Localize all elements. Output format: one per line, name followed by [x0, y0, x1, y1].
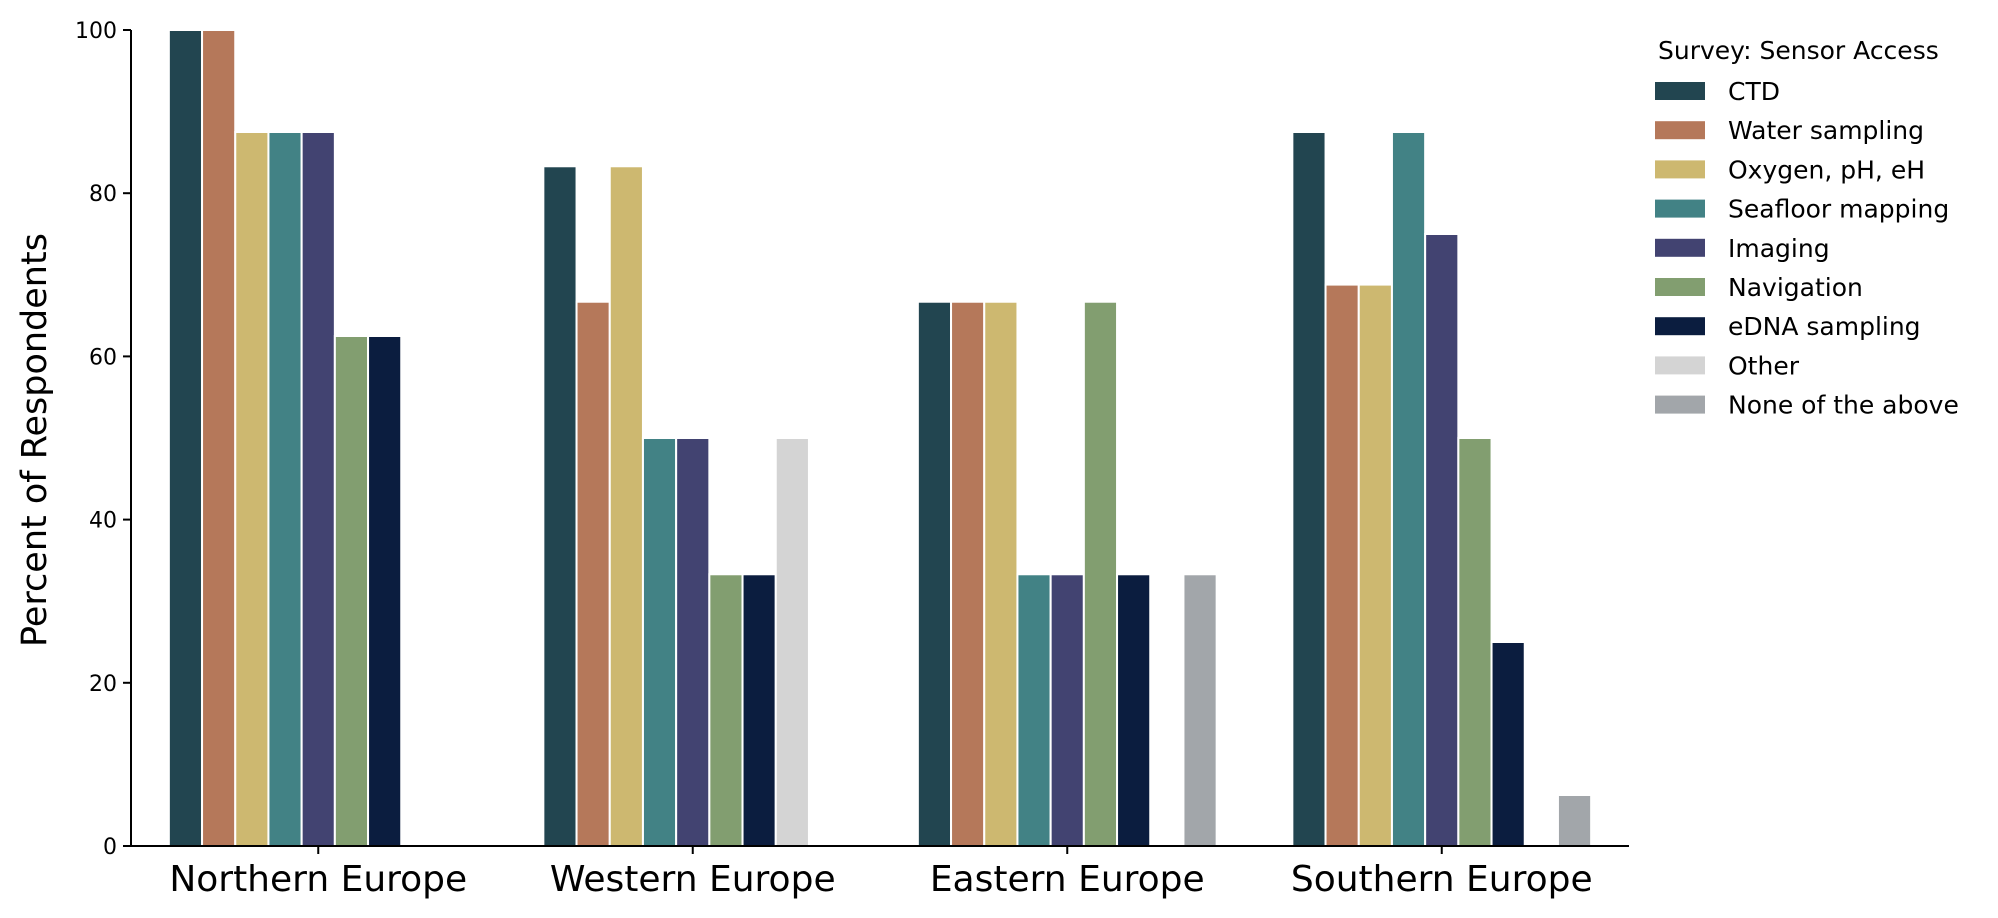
legend-label: Water sampling	[1728, 116, 1924, 145]
bar-other-western-europe	[774, 437, 810, 847]
legend-items: CTD Water sampling Oxygen, pH, eH Seafloor …	[1655, 77, 1959, 420]
legend-swatch	[1655, 278, 1705, 296]
bar-water-sampling-northern-europe	[201, 29, 237, 847]
bar-ctd-southern-europe	[1291, 131, 1327, 847]
bar-seafloor-mapping-western-europe	[641, 437, 678, 847]
y-tick-label: 20	[89, 672, 117, 697]
y-tick-label: 100	[75, 19, 117, 44]
legend-label: eDNA sampling	[1728, 312, 1921, 341]
bar-water-sampling-eastern-europe	[950, 300, 986, 848]
bar-navigation-northern-europe	[333, 335, 370, 847]
y-tick-label: 60	[89, 345, 117, 370]
legend-label: Other	[1728, 351, 1800, 380]
legend-swatch	[1655, 160, 1705, 179]
axes-group	[130, 30, 1629, 847]
legend-swatch	[1655, 356, 1705, 375]
bar-none-of-the-above-southern-europe	[1556, 794, 1593, 847]
bar-imaging-southern-europe	[1424, 233, 1460, 847]
x-category-label: Western Europe	[550, 859, 836, 900]
x-category-label: Northern Europe	[169, 859, 467, 900]
bar-imaging-western-europe	[675, 437, 711, 847]
legend-label: Imaging	[1728, 234, 1830, 263]
bar-seafloor-mapping-southern-europe	[1390, 131, 1427, 847]
legend-swatch	[1655, 121, 1705, 140]
bar-seafloor-mapping-northern-europe	[267, 131, 303, 847]
bar-water-sampling-southern-europe	[1324, 283, 1360, 847]
x-categories-group: Northern Europe Western Europe Eastern Eur…	[169, 846, 1593, 900]
bar-oxygen-ph-eh-eastern-europe	[983, 300, 1019, 848]
legend-swatch	[1655, 317, 1705, 336]
legend-label: CTD	[1728, 77, 1780, 106]
bar-ctd-northern-europe	[167, 29, 204, 847]
legend-label: None of the above	[1728, 391, 1959, 420]
bar-seafloor-mapping-eastern-europe	[1016, 573, 1052, 848]
bar-imaging-northern-europe	[300, 131, 336, 847]
y-axis-title: Percent of Respondents	[15, 233, 55, 647]
legend-swatch	[1655, 82, 1705, 100]
bar-oxygen-ph-eh-western-europe	[608, 165, 644, 847]
bar-navigation-eastern-europe	[1082, 300, 1119, 848]
y-tick-label: 0	[103, 835, 117, 860]
bar-edna-sampling-eastern-europe	[1116, 573, 1152, 848]
bar-navigation-western-europe	[708, 573, 744, 848]
bar-imaging-eastern-europe	[1049, 573, 1085, 848]
bar-edna-sampling-northern-europe	[367, 335, 403, 847]
legend-swatch	[1655, 395, 1705, 414]
bar-edna-sampling-western-europe	[741, 573, 777, 848]
legend-swatch	[1655, 199, 1705, 218]
bar-water-sampling-western-europe	[575, 300, 611, 848]
legend-label: Oxygen, pH, eH	[1728, 155, 1925, 184]
y-tick-label: 40	[89, 509, 117, 534]
x-category-label: Eastern Europe	[930, 859, 1205, 900]
bars-group	[167, 29, 1593, 848]
y-tick-label: 80	[89, 182, 117, 207]
x-category-label: Southern Europe	[1291, 859, 1593, 900]
legend-label: Seafloor mapping	[1728, 195, 1949, 224]
bar-ctd-eastern-europe	[916, 300, 953, 848]
bar-none-of-the-above-eastern-europe	[1182, 573, 1218, 848]
bar-ctd-western-europe	[542, 165, 578, 847]
bar-oxygen-ph-eh-northern-europe	[234, 131, 270, 847]
legend-swatch	[1655, 238, 1705, 257]
legend: Survey: Sensor Access CTD Water sampling O…	[1655, 36, 1959, 420]
bar-navigation-southern-europe	[1457, 437, 1493, 847]
y-ticks-group: 0 20 40 60 80 100	[75, 19, 131, 860]
legend-title: Survey: Sensor Access	[1658, 36, 1939, 65]
legend-label: Navigation	[1728, 273, 1863, 302]
bar-edna-sampling-southern-europe	[1490, 641, 1526, 847]
bar-oxygen-ph-eh-southern-europe	[1357, 283, 1393, 847]
